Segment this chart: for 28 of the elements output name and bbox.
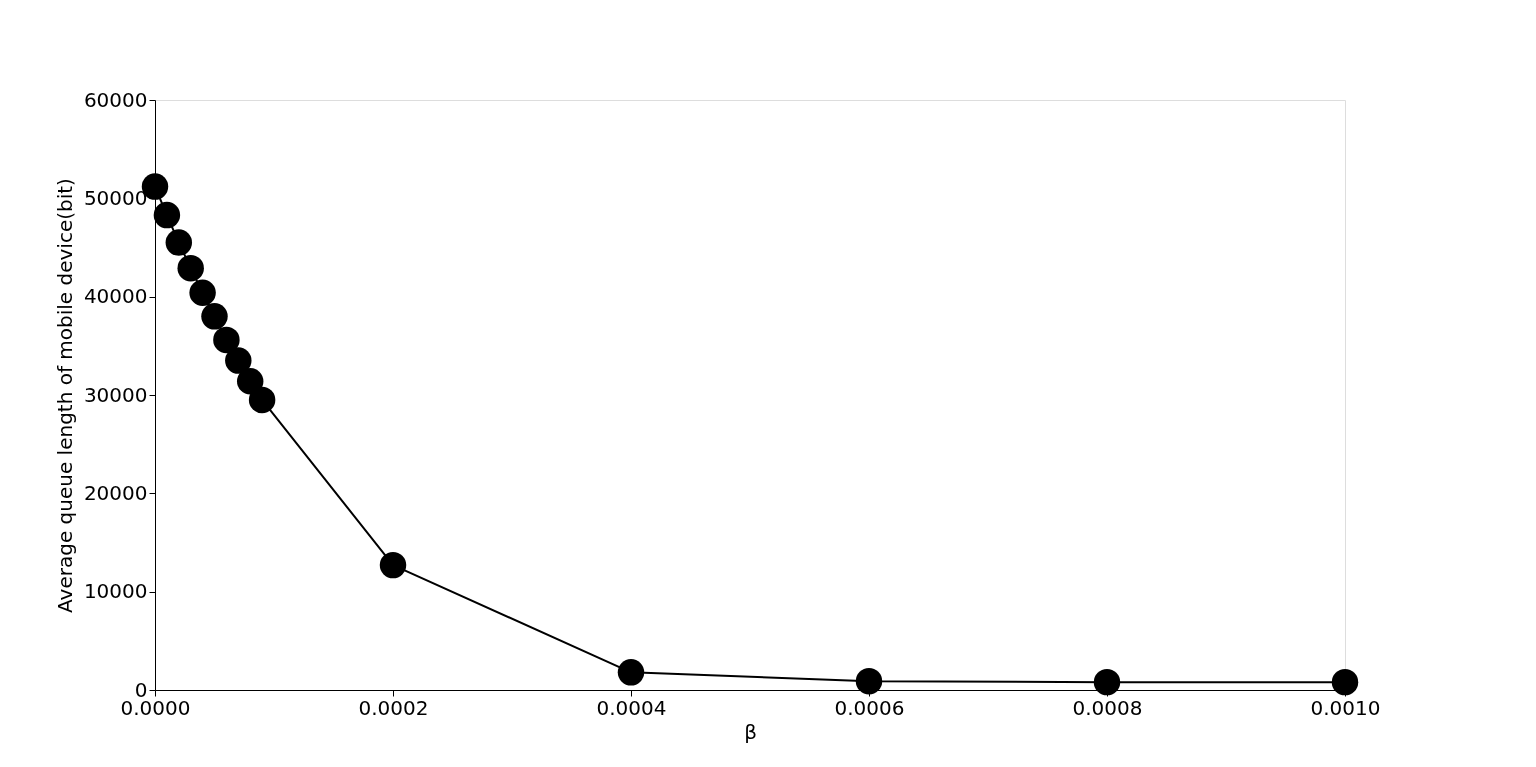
point (177, 254, 204, 282)
x-tick-label: 0.0004 (596, 695, 667, 720)
point (201, 303, 228, 330)
x-tick-label: 0.0008 (1072, 695, 1143, 720)
point (165, 229, 193, 256)
point (153, 201, 181, 229)
point (855, 667, 883, 695)
point (1093, 668, 1121, 696)
x-tick-label: 0.0002 (358, 695, 429, 720)
x-axis-title: β (744, 719, 757, 744)
point (248, 386, 276, 414)
x-tick-label: 0.0010 (1310, 695, 1381, 720)
y-tick-label: 50000 (83, 185, 148, 210)
point (617, 659, 645, 686)
point (236, 368, 264, 395)
y-tick-label: 30000 (83, 382, 148, 407)
y-tick-label: 40000 (83, 284, 148, 309)
y-axis-title: Average queue length of mobile device(bit) (52, 178, 77, 613)
point (1331, 668, 1359, 696)
x-tick-label: 0.0006 (834, 695, 905, 720)
point (213, 326, 240, 354)
y-tick-label: 60000 (83, 87, 148, 112)
y-tick-label: 20000 (83, 480, 148, 505)
y-tick-label: 10000 (83, 579, 148, 604)
point (225, 347, 252, 374)
y-tick-label: 0 (134, 677, 148, 702)
point (189, 279, 216, 306)
point (379, 551, 407, 579)
